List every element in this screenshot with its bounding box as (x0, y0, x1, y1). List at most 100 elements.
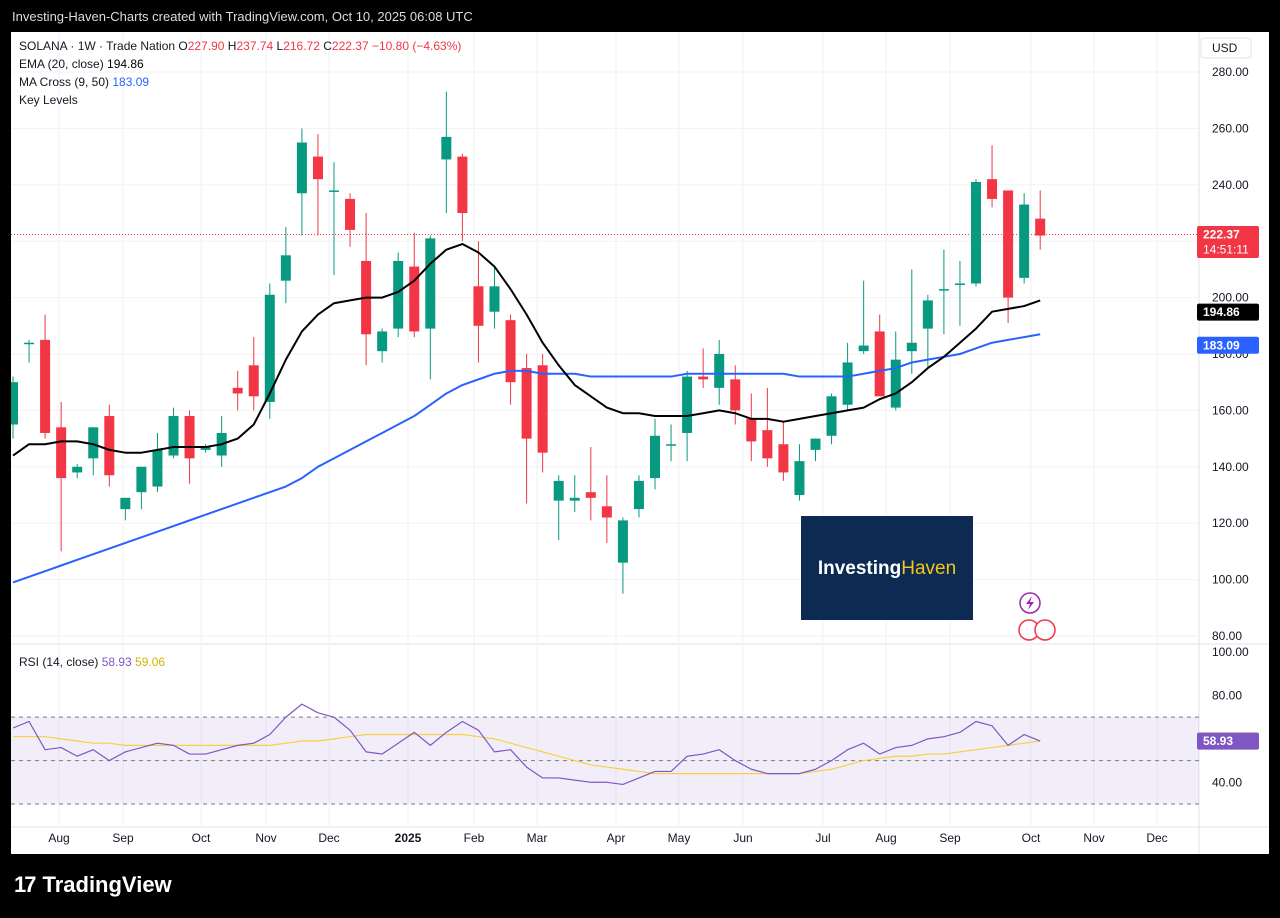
candle (890, 331, 901, 411)
candle-body (666, 444, 677, 446)
candle-body (987, 179, 998, 199)
candle (569, 475, 580, 512)
rsi-ma-line (13, 733, 1041, 775)
candle-body (377, 331, 388, 352)
candle (714, 339, 725, 405)
candle (457, 153, 468, 242)
tradingview-logo[interactable]: 17 TradingView (14, 872, 172, 898)
candle (521, 354, 532, 504)
time-tick-label: Nov (1083, 831, 1104, 845)
candle (489, 266, 500, 329)
candle-body (425, 238, 436, 329)
time-tick-label: Dec (1146, 831, 1167, 845)
candle (120, 497, 131, 521)
rsi-tick-label: 80.00 (1212, 688, 1242, 702)
candle-body (393, 260, 404, 329)
candle (874, 314, 885, 397)
time-tick-label: Aug (48, 831, 69, 845)
time-tick-label: Aug (875, 831, 896, 845)
candle (906, 269, 917, 374)
candle (329, 162, 339, 276)
ma-price-tag-bg (1197, 336, 1259, 354)
candle (40, 314, 51, 439)
price-tick-label: 160.00 (1212, 403, 1249, 417)
candle (1003, 190, 1014, 323)
candle (666, 424, 677, 462)
candle-body (633, 480, 644, 510)
candle (248, 337, 259, 411)
tradingview-mark-icon: 17 (14, 872, 37, 897)
legend-open: 227.90 (188, 39, 228, 53)
candle-body (890, 359, 901, 408)
candle (633, 475, 644, 518)
candle-body (280, 255, 291, 281)
legend-symbol: SOLANA · 1W · Trade Nation (19, 39, 178, 53)
candle (425, 235, 436, 380)
candle-body (971, 181, 981, 284)
investinghaven-logo-box (801, 516, 973, 620)
candle (200, 444, 211, 453)
candle (954, 260, 965, 326)
candle (441, 91, 452, 213)
price-tick-label: 120.00 (1212, 516, 1249, 530)
last-price-tag-bg (1197, 226, 1259, 259)
lightning-bolt-icon (1026, 596, 1034, 610)
candle-body (714, 354, 725, 388)
candle-body (698, 376, 709, 380)
legend-high: 237.74 (236, 39, 276, 53)
candle (585, 447, 596, 521)
time-tick-label: Sep (939, 831, 961, 845)
legend-key-levels: Key Levels (19, 93, 78, 107)
candle (762, 387, 773, 467)
candle-body (24, 342, 35, 345)
candle (280, 227, 291, 304)
candle-body (521, 368, 532, 439)
candle-body (40, 339, 51, 433)
ema-20-line (12, 243, 1041, 457)
candle-body (88, 427, 99, 459)
candle-body (601, 506, 612, 518)
candle-body (168, 416, 179, 456)
candle (312, 134, 323, 236)
candle (11, 376, 18, 439)
chart-container[interactable]: 280.00260.00240.00220.00200.00180.00160.… (11, 32, 1269, 854)
rsi-tick-label: 40.00 (1212, 775, 1242, 789)
candle-body (441, 136, 452, 160)
legend-low: 216.72 (283, 39, 323, 53)
time-tick-label: Sep (112, 831, 134, 845)
candle-body (473, 286, 484, 326)
price-tick-label: 260.00 (1212, 121, 1249, 135)
candle (810, 438, 821, 462)
price-chart-svg[interactable]: 280.00260.00240.00220.00200.00180.00160.… (11, 32, 1269, 854)
candle-body (906, 342, 917, 352)
candle-body (104, 416, 115, 476)
legend-close: 222.37 (332, 39, 372, 53)
price-tick-label: 280.00 (1212, 65, 1249, 79)
legend-ma-cross: MA Cross (9, 50) 183.09 (19, 75, 149, 89)
last-price-tag: 222.37 (1203, 228, 1240, 242)
candle (56, 401, 67, 552)
candle (168, 407, 179, 459)
candle-body (537, 365, 548, 453)
candle (1035, 190, 1046, 250)
candle (152, 432, 163, 493)
ma-price-tag: 183.09 (1203, 338, 1240, 352)
candle-body (136, 466, 147, 493)
time-tick-label: Jul (815, 831, 830, 845)
legend-l-label: L (277, 39, 284, 53)
candle-body (11, 382, 18, 425)
price-tick-label: 80.00 (1212, 629, 1242, 643)
candle-body (72, 466, 83, 473)
candle (24, 339, 35, 363)
candle-body (505, 320, 516, 383)
candle (650, 418, 660, 490)
last-price-tag-countdown: 14:51:11 (1203, 243, 1249, 257)
candle (778, 421, 789, 481)
candle-body (248, 365, 259, 397)
legend-ema: EMA (20, close) 194.86 (19, 57, 144, 71)
chart-export-title: Investing-Haven-Charts created with Trad… (12, 9, 473, 24)
rsi-tick-label: 100.00 (1212, 645, 1249, 659)
price-tick-label: 200.00 (1212, 291, 1249, 305)
time-tick-label: Dec (318, 831, 339, 845)
price-tick-label: 240.00 (1212, 178, 1249, 192)
